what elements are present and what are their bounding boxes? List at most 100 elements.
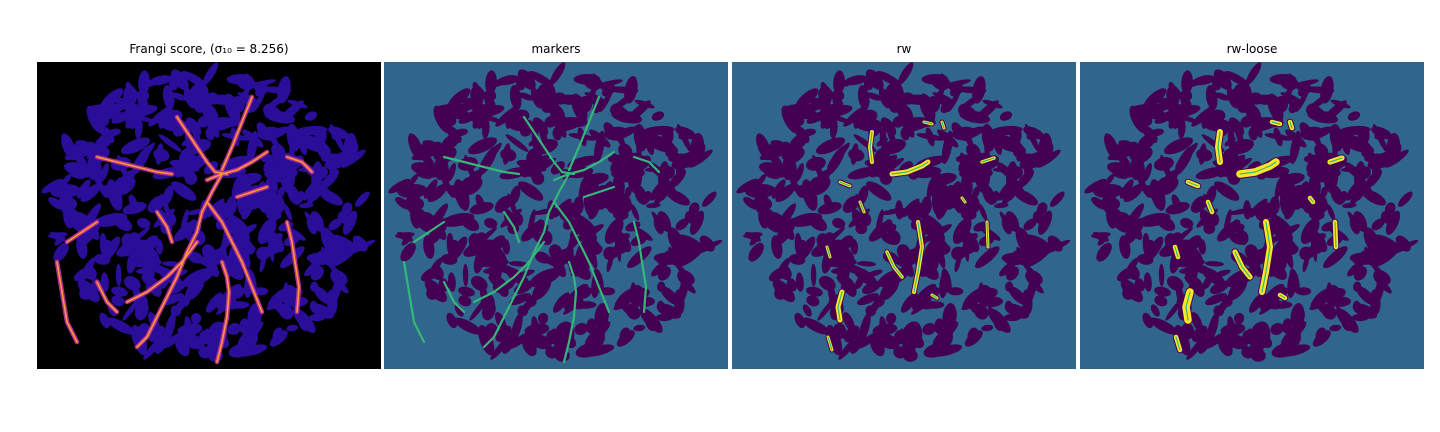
texture-blob <box>532 207 559 216</box>
marker-stroke <box>552 200 611 314</box>
texture-blob <box>1270 224 1300 243</box>
texture-blob <box>961 209 977 221</box>
texture-blob <box>1037 210 1053 235</box>
texture-blob <box>1309 302 1321 311</box>
texture-blob <box>64 162 95 178</box>
texture-blob <box>889 99 903 113</box>
vessel-core <box>216 261 230 363</box>
texture-blob <box>411 162 442 178</box>
texture-blob <box>981 296 1003 308</box>
texture-blob <box>1154 110 1177 124</box>
texture-blob <box>959 152 971 175</box>
texture-blob <box>431 211 442 223</box>
texture-blob <box>1202 275 1212 289</box>
texture-blob <box>833 70 845 95</box>
texture-blob <box>1190 195 1208 213</box>
texture-blob <box>1367 151 1398 170</box>
texture-blob <box>190 312 202 325</box>
texture-blob <box>677 272 690 305</box>
texture-blob <box>76 179 91 199</box>
texture-blob <box>850 333 864 354</box>
texture-blob <box>801 317 830 335</box>
texture-blob <box>509 185 521 205</box>
texture-blob <box>330 272 343 305</box>
marker-stroke <box>632 220 648 314</box>
texture-blob <box>472 81 481 97</box>
texture-blob <box>820 81 829 97</box>
texture-blob <box>1329 296 1351 308</box>
texture-blob <box>574 323 588 335</box>
texture-blob <box>161 332 184 349</box>
texture-blob <box>926 178 934 201</box>
texture-blob <box>1001 217 1012 235</box>
texture-blob <box>656 303 682 319</box>
texture-blob <box>1398 191 1413 207</box>
texture-blob <box>1213 92 1231 101</box>
texture-blob <box>173 220 198 242</box>
texture-blob <box>1042 239 1071 255</box>
texture-blob <box>447 116 454 128</box>
texture-blob <box>552 292 570 313</box>
texture-blob <box>531 316 541 348</box>
texture-blob <box>1207 109 1226 124</box>
vessel-core <box>206 151 268 181</box>
texture-blob <box>508 261 528 267</box>
texture-blob <box>170 92 188 101</box>
texture-blob <box>795 88 819 109</box>
texture-blob <box>975 246 1000 269</box>
texture-blob <box>115 263 122 287</box>
texture-blob <box>202 62 219 85</box>
texture-blob <box>815 137 846 155</box>
texture-blob <box>120 137 151 155</box>
texture-blob <box>1204 261 1224 267</box>
texture-blob <box>125 81 134 97</box>
texture-blob <box>1349 252 1376 264</box>
texture-blob <box>836 244 855 267</box>
texture-blob <box>972 186 980 198</box>
texture-blob <box>222 258 244 280</box>
texture-blob <box>467 137 498 155</box>
texture-blob <box>328 218 342 231</box>
texture-blob <box>653 252 680 264</box>
texture-blob <box>265 174 278 197</box>
texture-blob <box>482 118 490 139</box>
texture-blob <box>1222 148 1237 167</box>
texture-blob <box>806 110 829 124</box>
texture-blob <box>162 293 184 306</box>
texture-blob <box>1273 127 1283 147</box>
texture-blob <box>420 266 442 282</box>
marker-stroke <box>632 155 661 174</box>
texture-blob <box>324 151 355 170</box>
texture-blob <box>162 85 175 110</box>
texture-blob <box>1361 145 1374 159</box>
texture-blob <box>1300 218 1320 244</box>
marker-stroke <box>412 220 446 244</box>
texture-blob <box>1084 178 1107 194</box>
texture-blob <box>819 276 836 291</box>
texture-blob <box>1181 70 1193 95</box>
texture-blob <box>511 109 530 124</box>
texture-blob <box>205 198 225 218</box>
texture-blob <box>854 275 864 289</box>
texture-blob <box>1350 195 1359 205</box>
texture-blob <box>799 104 822 113</box>
texture-blob <box>925 127 935 147</box>
texture-blob <box>810 177 831 196</box>
texture-blob <box>201 244 216 260</box>
texture-blob <box>1025 265 1036 277</box>
texture-blob <box>400 242 416 262</box>
texture-blob <box>1279 192 1289 216</box>
texture-blob <box>309 303 335 319</box>
texture-blob <box>141 244 160 267</box>
segment-marker <box>1279 294 1286 299</box>
texture-blob <box>863 78 874 91</box>
segment-marker <box>1217 131 1221 163</box>
texture-blob <box>307 195 316 205</box>
vessel-core <box>221 96 253 171</box>
texture-blob <box>138 323 150 336</box>
segment-marker <box>1289 121 1293 129</box>
texture-blob <box>454 304 464 317</box>
texture-blob <box>694 239 723 255</box>
texture-blob <box>794 312 806 329</box>
texture-blob <box>99 163 110 183</box>
